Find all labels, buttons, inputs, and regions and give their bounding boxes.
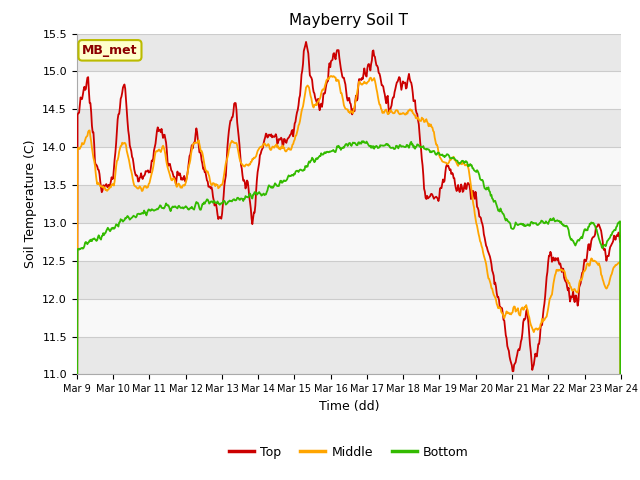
Line: Middle: Middle	[77, 76, 621, 480]
Bar	[77, 185, 621, 223]
Middle	[416, 118, 424, 124]
Middle	[83, 133, 90, 139]
Bottom	[194, 200, 202, 206]
Line: Bottom: Bottom	[77, 141, 621, 480]
Text: MB_met: MB_met	[82, 44, 138, 57]
Bar	[77, 147, 621, 185]
Bar	[77, 34, 621, 72]
Middle	[223, 158, 230, 164]
Bar	[77, 299, 621, 336]
Bar	[77, 336, 621, 374]
Top	[416, 131, 424, 136]
Top	[83, 80, 90, 86]
Title: Mayberry Soil T: Mayberry Soil T	[289, 13, 408, 28]
Top	[223, 158, 230, 164]
Middle	[139, 188, 147, 193]
Middle	[327, 73, 335, 79]
Bottom	[223, 201, 230, 207]
Top	[431, 194, 439, 200]
Line: Top: Top	[77, 42, 621, 480]
Bar	[77, 223, 621, 261]
Bottom	[358, 138, 366, 144]
Top	[194, 137, 202, 143]
Top	[302, 39, 310, 45]
Bar	[77, 261, 621, 299]
Bottom	[139, 210, 147, 216]
Legend: Top, Middle, Bottom: Top, Middle, Bottom	[224, 441, 474, 464]
Y-axis label: Soil Temperature (C): Soil Temperature (C)	[24, 140, 36, 268]
Bottom	[431, 151, 439, 157]
Top	[617, 233, 625, 239]
Bottom	[416, 144, 424, 149]
X-axis label: Time (dd): Time (dd)	[319, 400, 379, 413]
Bottom	[83, 240, 90, 246]
Middle	[194, 139, 202, 145]
Middle	[431, 138, 439, 144]
Bar	[77, 72, 621, 109]
Bar	[77, 109, 621, 147]
Top	[139, 176, 147, 182]
